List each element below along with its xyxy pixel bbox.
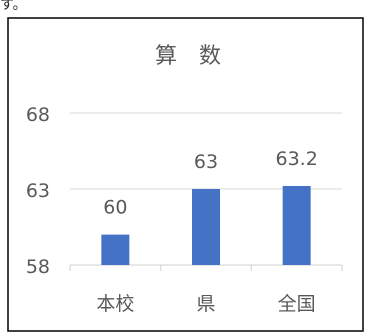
bar-1 bbox=[192, 189, 220, 265]
y-tick-labels: 58 63 68 bbox=[26, 104, 50, 278]
x-tick-label-1: 県 bbox=[196, 293, 215, 315]
x-tick-labels: 本校 県 全国 bbox=[96, 293, 315, 315]
data-label-2: 63.2 bbox=[276, 148, 318, 170]
y-tick-label: 58 bbox=[26, 256, 50, 278]
x-tick-label-0: 本校 bbox=[96, 293, 134, 315]
chart-title: 算 数 bbox=[155, 44, 221, 69]
bars bbox=[101, 185, 311, 265]
cut-off-text: す。 bbox=[0, 0, 27, 13]
data-label-0: 60 bbox=[103, 197, 127, 219]
bar-2 bbox=[282, 185, 311, 265]
x-tick-label-2: 全国 bbox=[278, 293, 316, 315]
y-tick-label: 68 bbox=[26, 104, 50, 126]
chart-border bbox=[7, 17, 364, 332]
data-labels: 60 63 63.2 bbox=[103, 148, 318, 219]
bar-0 bbox=[101, 234, 130, 265]
y-tick-label: 63 bbox=[26, 180, 50, 202]
data-label-1: 63 bbox=[194, 151, 218, 173]
